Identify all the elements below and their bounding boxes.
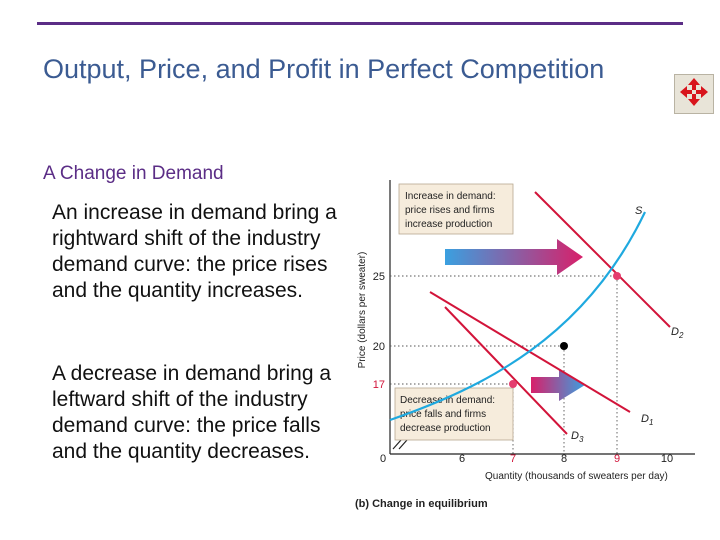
increase-box-line: Increase in demand: — [405, 191, 496, 202]
axis-break-icon — [392, 439, 408, 450]
supply-curve — [389, 211, 646, 422]
move-arrows-button[interactable] — [674, 74, 714, 114]
rightward-shift-arrow — [445, 239, 583, 275]
title-rule — [37, 22, 683, 25]
x-tick-label: 7 — [510, 453, 516, 465]
paragraph-increase: An increase in demand bring a rightward … — [52, 201, 337, 302]
equilibrium-point-new-low — [509, 380, 517, 388]
equilibrium-point-initial — [560, 342, 568, 350]
x-tick-label: 8 — [561, 453, 567, 465]
increase-box-line: price rises and firms — [405, 205, 494, 216]
y-tick-label: 17 — [373, 379, 385, 391]
d2-label: D2 — [671, 326, 684, 340]
d3-label: D3 — [571, 430, 584, 444]
leftward-shift-arrow — [531, 369, 585, 401]
increase-box — [398, 183, 514, 235]
decrease-box-line: price falls and firms — [400, 409, 486, 420]
decrease-box — [394, 387, 514, 441]
x-tick-label: 9 — [614, 453, 620, 465]
d1-label: D1 — [641, 413, 653, 427]
y-tick-label: 25 — [373, 271, 385, 283]
section-subtitle: A Change in Demand — [43, 163, 224, 184]
x-tick-label: 6 — [459, 453, 465, 465]
equilibrium-point-new-high — [613, 272, 621, 280]
slide-title: Output, Price, and Profit in Perfect Com… — [43, 54, 605, 84]
equilibrium-diagram: Price (dollars per sweater) 25 20 17 0 6… — [345, 172, 720, 517]
y-axis-label: Price (dollars per sweater) — [357, 252, 368, 369]
x-tick-label: 10 — [661, 453, 673, 465]
decrease-box-line: decrease production — [400, 423, 491, 434]
x-axis-label: Quantity (thousands of sweaters per day) — [485, 471, 668, 482]
demand-curve-d2 — [534, 191, 671, 328]
diagram-caption: (b) Change in equilibrium — [355, 498, 488, 510]
increase-box-line: increase production — [405, 219, 492, 230]
supply-label: S — [635, 205, 643, 217]
y-tick-label: 20 — [373, 341, 385, 353]
decrease-box-line: Decrease in demand: — [400, 395, 495, 406]
move-arrows-icon — [679, 77, 709, 112]
x-tick-label: 0 — [380, 453, 386, 465]
paragraph-decrease: A decrease in demand bring a leftward sh… — [52, 362, 332, 463]
demand-curve-d3 — [444, 306, 568, 435]
